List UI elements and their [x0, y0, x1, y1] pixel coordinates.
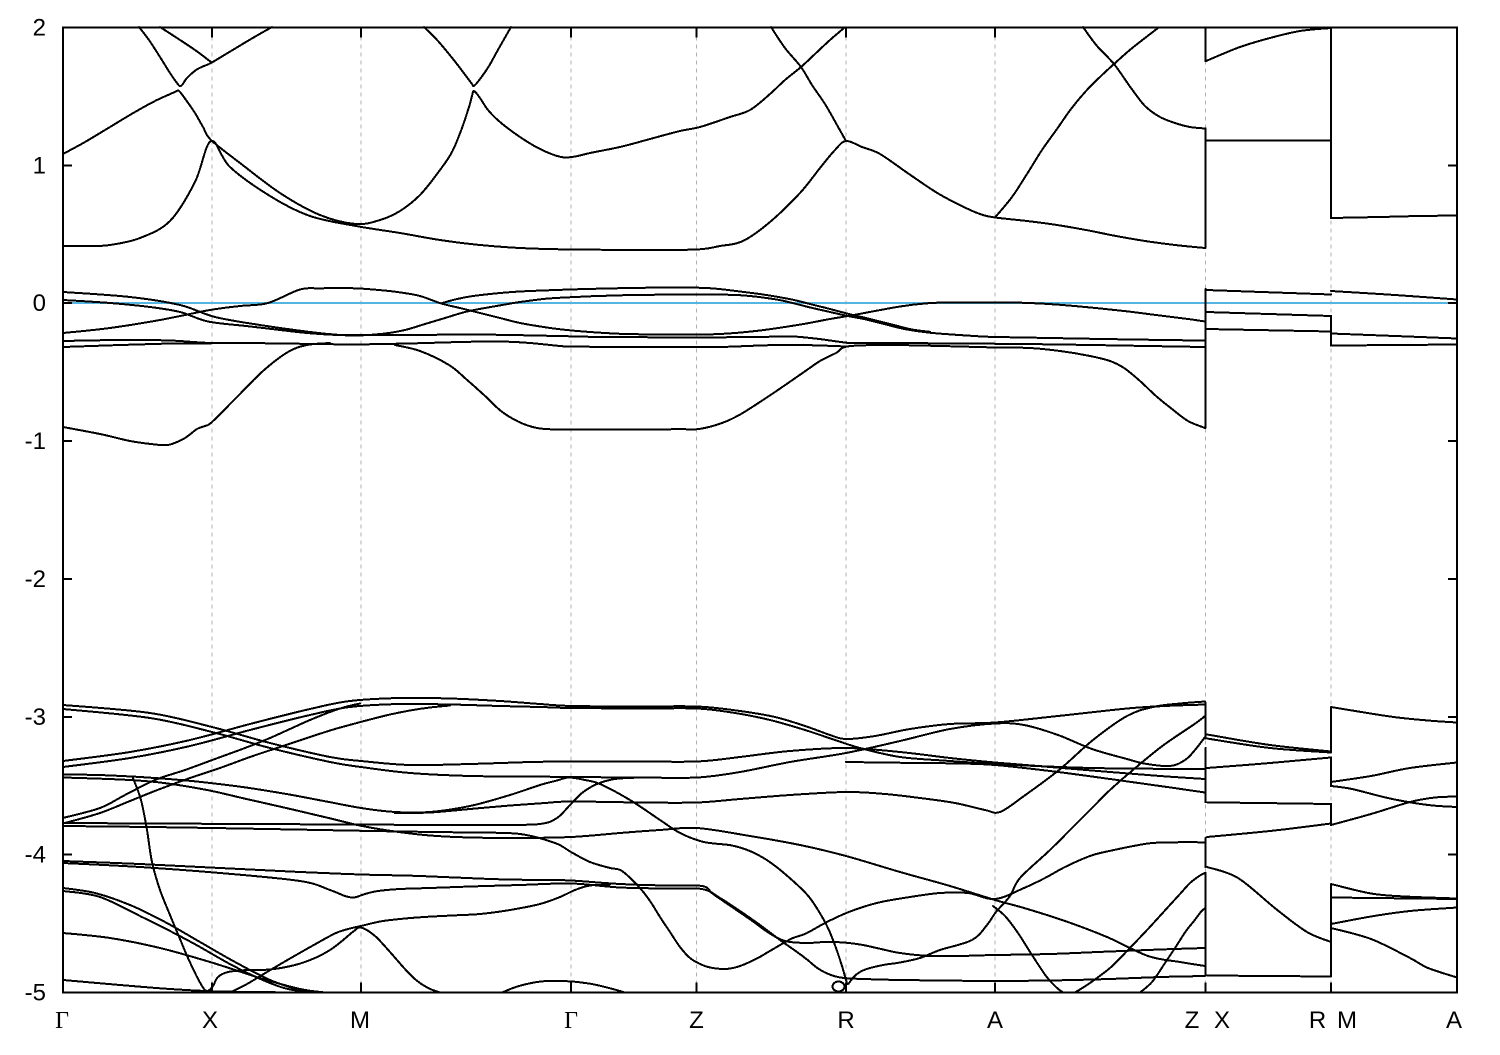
svg-text:M: M — [350, 1007, 370, 1034]
svg-text:Γ: Γ — [55, 1008, 69, 1034]
svg-text:-5: -5 — [25, 980, 46, 1007]
svg-text:-4: -4 — [25, 842, 46, 869]
svg-text:0: 0 — [33, 290, 46, 317]
svg-text:A: A — [1446, 1007, 1462, 1034]
svg-text:1: 1 — [33, 152, 46, 179]
svg-text:R: R — [1309, 1007, 1326, 1034]
svg-text:R: R — [837, 1007, 854, 1034]
svg-text:M: M — [1337, 1007, 1357, 1034]
svg-text:Γ: Γ — [564, 1008, 578, 1034]
svg-text:-2: -2 — [25, 566, 46, 593]
svg-text:X: X — [202, 1007, 218, 1034]
svg-text:Z: Z — [689, 1007, 704, 1034]
svg-text:X: X — [1214, 1007, 1230, 1034]
svg-text:-3: -3 — [25, 704, 46, 731]
svg-text:-1: -1 — [25, 428, 46, 455]
svg-text:2: 2 — [33, 15, 46, 42]
svg-text:Z: Z — [1185, 1007, 1200, 1034]
svg-text:A: A — [987, 1007, 1003, 1034]
